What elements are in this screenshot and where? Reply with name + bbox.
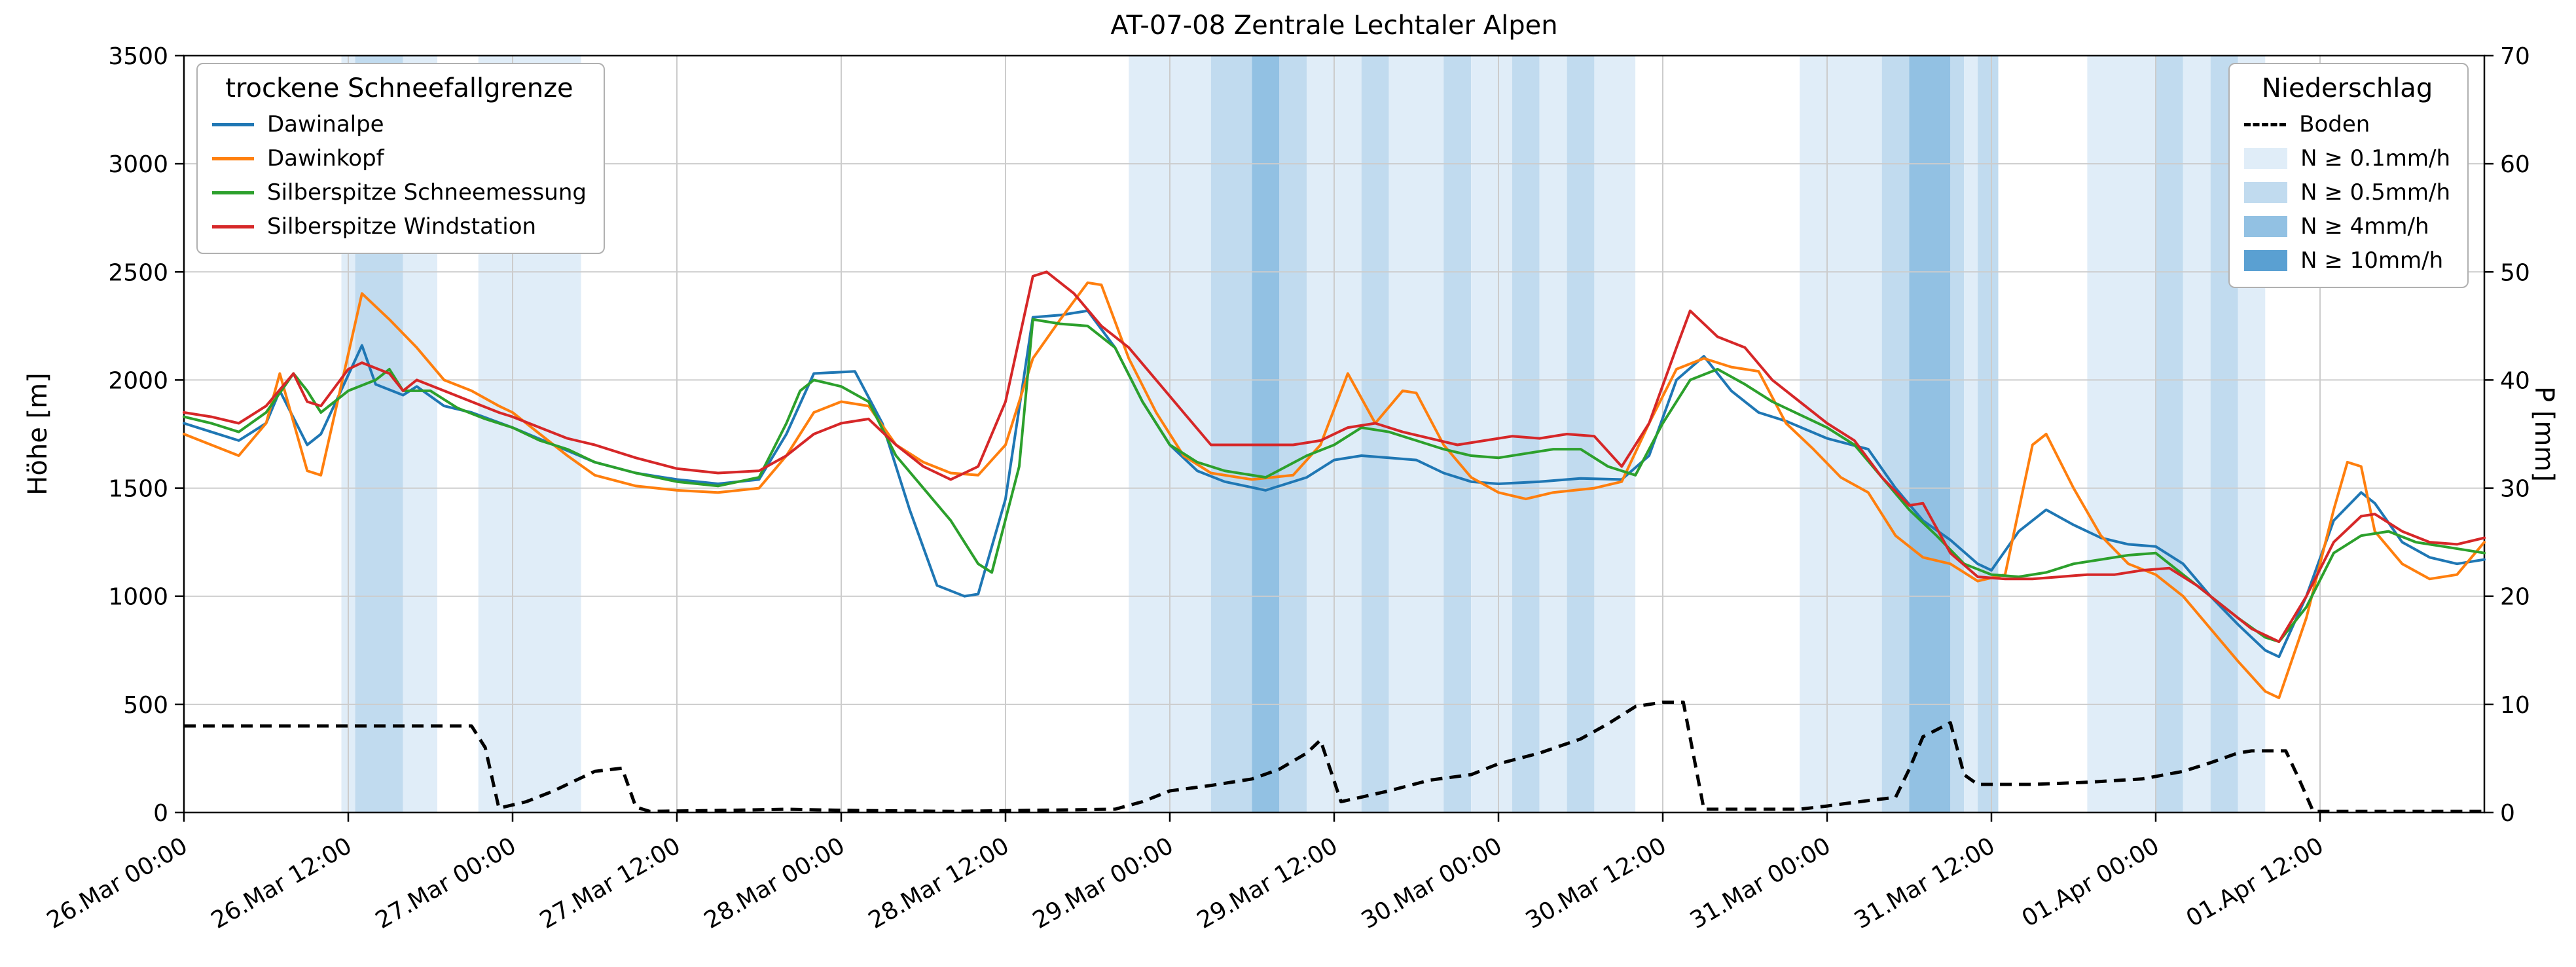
legend-item-precip-01: N ≥ 0.1mm/h (2244, 145, 2450, 172)
x-tick-label: 29.Mar 00:00 (1028, 832, 1178, 934)
y-left-tick-label: 1000 (108, 584, 168, 611)
legend-item-boden: Boden (2244, 111, 2450, 137)
legend-snowline-title: trockene Schneefallgrenze (225, 73, 573, 103)
y-right-tick-label: 20 (2500, 584, 2530, 611)
x-tick-label: 27.Mar 12:00 (535, 832, 685, 934)
precip-band-0.5 (1950, 56, 1965, 812)
precip-band-0.1 (1594, 56, 1636, 812)
legend-item-precip-4: N ≥ 4mm/h (2244, 213, 2450, 240)
precip-level-10-swatch (2244, 250, 2288, 271)
y-left-tick-label: 3500 (108, 43, 168, 70)
y-right-tick-label: 0 (2500, 800, 2515, 827)
y-right-tick-label: 40 (2500, 367, 2530, 394)
series-line-silberspitze-windstation (183, 270, 2486, 644)
silberspitze-schneemessung-line-swatch (212, 191, 254, 194)
legend-item-label: N ≥ 10mm/h (2300, 247, 2444, 274)
series-line-silberspitze-schneemessung (183, 318, 2486, 644)
legend-item-label: N ≥ 0.1mm/h (2300, 145, 2450, 172)
x-tick-label: 30.Mar 12:00 (1521, 832, 1671, 934)
legend-precip-title: Niederschlag (2261, 73, 2433, 103)
y-left-tick-label: 500 (123, 692, 168, 719)
x-tick-label: 26.Mar 12:00 (207, 832, 357, 934)
x-tick-label: 26.Mar 00:00 (43, 832, 192, 934)
legend-item-silberspitze-windstation: Silberspitze Windstation (212, 213, 587, 240)
precip-band-0.5 (2156, 56, 2183, 812)
legend-item-label: Silberspitze Schneemessung (267, 179, 587, 206)
y-left-tick-label: 2500 (108, 259, 168, 286)
x-tick-label: 28.Mar 00:00 (700, 832, 850, 934)
legend-precip: Niederschlag Boden N ≥ 0.1mm/h N ≥ 0.5mm… (2228, 63, 2469, 288)
y-left-tick-label: 0 (153, 800, 168, 827)
precip-band-0.1 (2087, 56, 2156, 812)
y-right-tick-label: 50 (2500, 259, 2530, 286)
legend-item-label: Dawinalpe (267, 111, 384, 137)
x-tick-label: 31.Mar 12:00 (1850, 832, 2000, 934)
legend-item-silberspitze-schneemessung: Silberspitze Schneemessung (212, 179, 587, 206)
chart-title: AT-07-08 Zentrale Lechtaler Alpen (1110, 10, 1558, 41)
precip-band-0.1 (1471, 56, 1512, 812)
silberspitze-windstation-line-swatch (212, 225, 254, 228)
y-right-tick-label: 60 (2500, 151, 2530, 178)
x-tick-label: 01.Apr 12:00 (2182, 832, 2329, 932)
y-axis-label-right: P [mm] (2529, 386, 2559, 482)
precip-band-0.5 (1361, 56, 1389, 812)
precip-band-0.5 (1210, 56, 1252, 812)
dawinalpe-line-swatch (212, 122, 254, 126)
legend-item-dawinkopf: Dawinkopf (212, 145, 587, 172)
x-tick-label: 28.Mar 12:00 (864, 832, 1014, 934)
legend-item-precip-10: N ≥ 10mm/h (2244, 247, 2450, 274)
x-tick-label: 27.Mar 00:00 (371, 832, 521, 934)
y-right-tick-label: 30 (2500, 476, 2530, 503)
x-tick-label: 29.Mar 12:00 (1193, 832, 1343, 934)
y-left-tick-label: 3000 (108, 151, 168, 178)
y-axis-label-left: Höhe [m] (23, 373, 53, 496)
boden-line (184, 701, 2484, 813)
legend-item-dawinalpe: Dawinalpe (212, 111, 587, 137)
precip-band-0.1 (2183, 56, 2211, 812)
y-left-tick-label: 1500 (108, 476, 168, 503)
x-tick-label: 31.Mar 00:00 (1686, 832, 1836, 934)
precip-level-05-swatch (2244, 182, 2288, 203)
x-tick-label: 01.Apr 00:00 (2018, 832, 2164, 932)
x-tick-label: 30.Mar 00:00 (1357, 832, 1507, 934)
y-right-tick-label: 10 (2500, 692, 2530, 719)
precip-band-4 (1909, 56, 1951, 812)
boden-dash-swatch (2244, 122, 2287, 126)
legend-item-label: Silberspitze Windstation (267, 213, 537, 240)
precip-band-0.5 (1978, 56, 1999, 812)
precip-band-0.1 (1800, 56, 1882, 812)
y-right-tick-label: 70 (2500, 43, 2530, 70)
legend-item-label: N ≥ 4mm/h (2300, 213, 2429, 240)
y-left-tick-label: 2000 (108, 367, 168, 394)
legend-item-precip-05: N ≥ 0.5mm/h (2244, 179, 2450, 206)
precip-band-0.1 (1964, 56, 1978, 812)
precip-level-4-swatch (2244, 216, 2288, 237)
precip-band-0.5 (1279, 56, 1307, 812)
precip-band-0.5 (1443, 56, 1472, 812)
legend-snowline: trockene Schneefallgrenze Dawinalpe Dawi… (196, 63, 605, 254)
legend-item-label: Boden (2299, 111, 2370, 137)
precip-band-0.5 (1881, 56, 1910, 812)
dawinkopf-line-swatch (212, 156, 254, 160)
precip-band-0.5 (1512, 56, 1540, 812)
precip-level-01-swatch (2244, 148, 2288, 169)
legend-item-label: N ≥ 0.5mm/h (2300, 179, 2450, 206)
series-line-dawinkopf (183, 281, 2486, 699)
precip-band-4 (1252, 56, 1280, 812)
legend-item-label: Dawinkopf (267, 145, 384, 172)
